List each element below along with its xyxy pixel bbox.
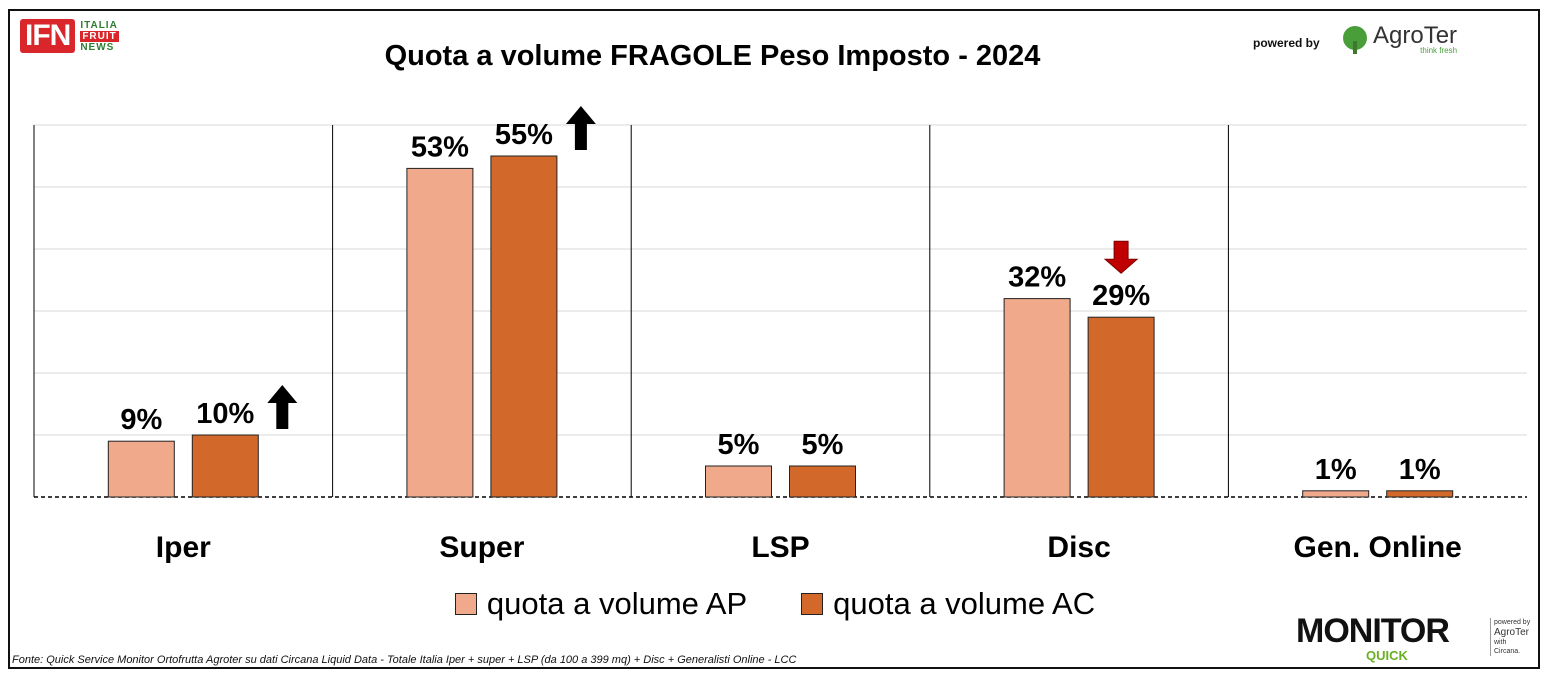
monitor-word: MONITOR [1296,612,1450,650]
up-arrow-icon [267,385,298,429]
side-powered: powered by [1494,619,1531,626]
data-label: 55% [495,119,553,151]
category-label: Disc [1047,531,1110,564]
quick-word: QUICK [1366,648,1408,663]
legend-item-ap: quota a volume AP [454,586,748,622]
data-label: 32% [1008,262,1066,294]
bar [1003,298,1071,498]
bar [789,465,856,498]
data-label: 9% [120,404,162,436]
powered-by-label: powered by [1253,36,1320,50]
up-arrow-icon [565,106,596,150]
data-label: 5% [802,429,844,461]
side-agroter: AgroTer [1494,627,1530,638]
data-label: 10% [196,398,254,430]
data-label: 1% [1315,454,1357,486]
bar [1302,490,1370,498]
side-circana: Circana. [1494,648,1521,655]
monitor-side-credits: powered by AgroTer with Circana. [1490,618,1530,656]
ifn-word-italia: ITALIA [80,19,118,31]
ifn-mark: IFN [20,19,76,53]
legend: quota a volume AP quota a volume AC [0,586,1550,622]
data-label: 1% [1399,454,1441,486]
bar [1386,490,1454,498]
bar [1087,316,1155,498]
legend-swatch-ac [801,593,824,615]
bar [705,465,772,498]
down-arrow-icon [1103,240,1139,274]
bar [406,167,474,498]
category-label: Gen. Online [1294,531,1462,564]
chart-frame [8,9,1540,669]
ifn-word-fruit: FRUIT [80,30,119,42]
ifn-words: ITALIA FRUIT NEWS [80,19,119,53]
category-label: Super [439,531,524,564]
agroter-tagline: think fresh [1420,46,1458,55]
data-label: 53% [411,131,469,163]
agroter-name: AgroTer [1373,22,1458,49]
legend-label-ac: quota a volume AC [833,586,1096,621]
agroter-logo: AgroTer think fresh [1340,24,1457,55]
chart-title: Quota a volume FRAGOLE Peso Imposto - 20… [384,40,1041,72]
data-label: 5% [718,429,760,461]
bar [490,155,558,498]
legend-label-ap: quota a volume AP [486,586,748,621]
bar-chart: 9% 10% 53% 55% 5% 5% 32% 29% 1% 1% Iper Super LSP Di… [33,106,1527,564]
monitor-quick-logo: MONITOR QUICK [1296,612,1450,663]
side-with: with [1494,639,1507,646]
bar [191,434,259,498]
bar [107,440,175,498]
ifn-word-news: NEWS [80,41,115,53]
category-label: LSP [751,531,809,564]
source-note: Fonte: Quick Service Monitor Ortofrutta … [12,654,797,666]
ifn-logo: IFN ITALIA FRUIT NEWS [20,18,119,54]
tree-icon [1343,25,1367,54]
data-label: 29% [1092,280,1150,312]
legend-item-ac: quota a volume AC [801,586,1095,622]
legend-swatch-ap [454,593,477,615]
category-label: Iper [156,531,211,564]
